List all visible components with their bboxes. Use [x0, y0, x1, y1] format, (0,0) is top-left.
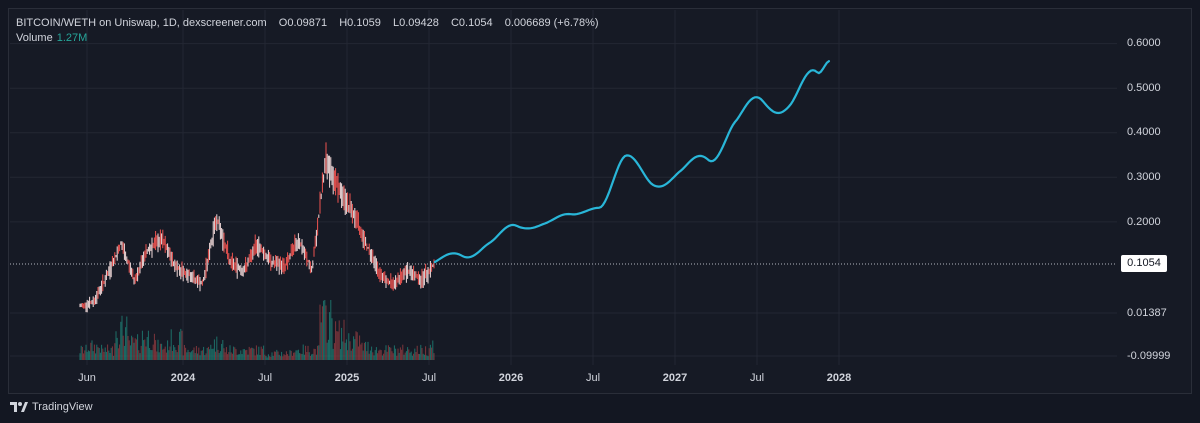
time-tick-label: 2025 [335, 372, 359, 384]
volume-label[interactable]: Volume [16, 32, 53, 44]
current-price-tag: 0.1054 [1121, 255, 1167, 272]
price-tick-label: 0.3000 [1127, 171, 1161, 183]
time-tick-label: Jul [422, 372, 436, 384]
time-tick-label: 2027 [663, 372, 687, 384]
time-tick-label: 2026 [499, 372, 523, 384]
volume-value: 1.27M [56, 32, 88, 44]
high-label: H [339, 17, 348, 29]
price-tick-label: 0.2000 [1127, 216, 1161, 228]
open-label: O [278, 17, 288, 29]
high-value: 0.1059 [347, 17, 381, 29]
brand-label: TradingView [32, 401, 93, 413]
price-tick-label: -0.09999 [1127, 350, 1170, 362]
time-tick-label: 2028 [827, 372, 851, 384]
close-value: 0.1054 [458, 17, 493, 29]
low-value: 0.09428 [399, 17, 439, 29]
price-tick-label: 0.5000 [1127, 82, 1161, 94]
time-tick-label: Jun [78, 372, 96, 384]
price-tick-label: 0.6000 [1127, 37, 1161, 49]
tradingview-footer[interactable]: TradingView [10, 401, 93, 413]
change-value: 0.006689 (+6.78%) [504, 17, 599, 29]
low-label: L [392, 17, 400, 29]
symbol-label[interactable]: BITCOIN/WETH on Uniswap, 1D, dexscreener… [16, 17, 267, 29]
price-tick-label: 0.4000 [1127, 126, 1161, 138]
close-label: C [450, 17, 459, 29]
time-tick-label: Jul [750, 372, 764, 384]
ohlc-legend: BITCOIN/WETH on Uniswap, 1D, dexscreener… [16, 17, 599, 29]
time-tick-label: 2024 [171, 372, 196, 384]
projection-line [433, 60, 830, 264]
volume-legend: Volume 1.27M [16, 32, 87, 44]
time-tick-label: Jul [586, 372, 600, 384]
time-tick-label: Jul [258, 372, 272, 384]
open-value: 0.09871 [287, 17, 328, 29]
chart-pane[interactable] [8, 8, 1192, 394]
tradingview-logo-icon [10, 402, 28, 412]
price-tick-label: 0.01387 [1127, 307, 1167, 319]
